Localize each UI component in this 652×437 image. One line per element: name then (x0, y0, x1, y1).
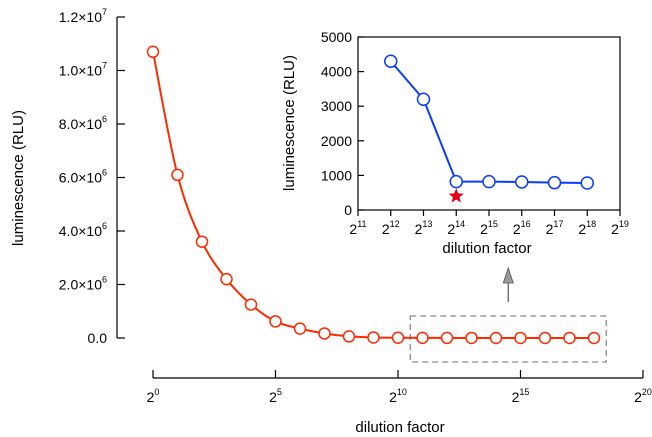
main-y-tick-label: 8.0×106 (59, 114, 107, 132)
main-data-point (244, 298, 258, 311)
main-data-point (489, 331, 503, 345)
main-data-point (342, 330, 356, 343)
inset-y-tick-label: 1000 (321, 167, 352, 183)
inset-x-tick-label: 213 (415, 219, 433, 237)
inset-x-tick-label: 211 (349, 219, 366, 237)
main-data-point (465, 331, 478, 345)
inset-data-point (482, 174, 496, 189)
inset-x-tick-label: 215 (480, 219, 498, 237)
highlight-box (409, 315, 607, 363)
inset-data-point (449, 174, 463, 189)
main-x-tick-label: 20 (147, 387, 160, 405)
inset-y-tick-label: 5000 (321, 29, 352, 45)
main-data-point (195, 235, 209, 248)
star-icon (448, 188, 464, 203)
main-y-tick-label: 0.0 (88, 330, 108, 346)
main-data-point (440, 331, 454, 345)
main-x-axis-title: dilution factor (355, 419, 444, 436)
inset-x-tick-label: 216 (513, 219, 531, 237)
inset-data-point (547, 175, 562, 190)
main-x-tick-label: 220 (634, 387, 652, 405)
main-data-point (416, 331, 429, 345)
main-data-point (146, 45, 160, 59)
main-y-tick-label: 1.0×107 (59, 61, 107, 79)
main-data-point (367, 331, 380, 344)
main-x-tick-label: 25 (269, 387, 282, 405)
main-y-tick-label: 1.2×107 (59, 7, 107, 25)
inset-x-tick-label: 218 (578, 219, 596, 237)
inset-data-point (580, 176, 594, 190)
main-y-tick-label: 2.0×106 (59, 275, 107, 293)
inset-y-tick-label: 2000 (321, 133, 352, 149)
main-data-point (391, 331, 405, 344)
inset-y-axis-title: luminescence (RLU) (281, 55, 298, 191)
main-data-point (563, 331, 576, 345)
main-x-tick-label: 215 (512, 387, 530, 405)
inset-x-tick-label: 219 (611, 219, 629, 237)
main-data-point (318, 327, 331, 340)
main-data-point (293, 322, 307, 335)
inset-data-point (515, 175, 529, 189)
inset-x-tick-label: 212 (382, 219, 400, 237)
main-data-point (514, 331, 527, 345)
main-y-tick-label: 4.0×106 (59, 221, 107, 239)
main-x-tick-label: 210 (389, 387, 407, 405)
main-data-point (171, 168, 184, 182)
inset-data-point (416, 92, 431, 107)
inset-y-tick-label: 4000 (321, 64, 352, 80)
inset-data-point (384, 54, 398, 68)
inset-x-tick-label: 217 (546, 219, 564, 237)
main-data-point (269, 315, 282, 328)
inset-x-tick-label: 214 (447, 219, 465, 237)
main-data-point (220, 272, 233, 286)
main-data-point (538, 331, 552, 345)
main-y-tick-label: 6.0×106 (59, 168, 107, 186)
inset-x-axis-title: dilution factor (442, 240, 531, 257)
zoom-arrow-head (502, 266, 514, 284)
inset-y-tick-label: 0 (344, 202, 352, 218)
main-y-axis-title: luminescence (RLU) (10, 110, 27, 246)
main-data-point (587, 331, 601, 345)
inset-y-tick-label: 3000 (321, 98, 352, 114)
